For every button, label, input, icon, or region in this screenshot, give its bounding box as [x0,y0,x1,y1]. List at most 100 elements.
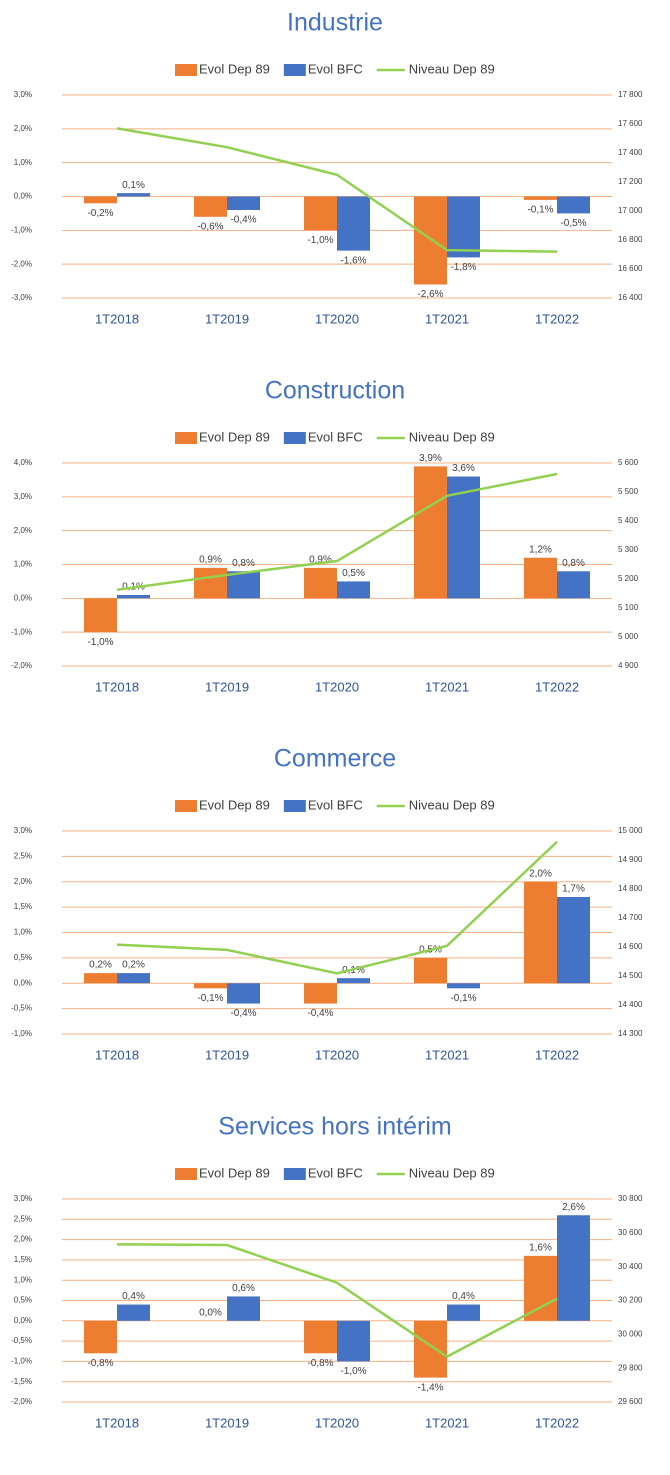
legend-label: Evol Dep 89 [199,797,270,812]
data-label: -0,4% [230,215,256,226]
bar [304,196,337,231]
x-tick-label: 1T2022 [535,311,579,326]
y2-tick-label: 30 800 [618,1194,643,1203]
y-tick-label: 2,5% [14,1214,32,1223]
data-label: 3,6% [452,463,475,474]
bar [447,983,480,989]
data-label: 0,8% [232,558,255,569]
bar [524,881,557,984]
bar [194,196,227,217]
line-series [116,1243,558,1359]
data-label: -1,0% [307,235,333,246]
y-tick-label: 0,0% [14,192,32,201]
chart-title: Services hors intérim [218,1113,451,1141]
bar [557,571,590,599]
data-label: 0,8% [562,558,585,569]
y-tick-label: 0,5% [14,953,32,962]
data-label: -0,1% [450,993,476,1004]
bar [337,196,370,251]
data-label: 0,2% [89,960,112,971]
x-tick-label: 1T2018 [95,1415,139,1430]
x-tick-label: 1T2019 [205,311,249,326]
y2-tick-label: 16 600 [618,264,643,273]
y2-tick-label: 16 400 [618,293,643,302]
y-tick-label: -2,0% [11,259,32,268]
data-label: -0,2% [87,208,113,219]
data-label: -1,6% [340,255,366,266]
data-label: -2,6% [417,289,443,300]
y-tick-label: 1,0% [14,1275,32,1284]
y-tick-label: -1,5% [11,1377,32,1386]
y2-tick-label: 4 900 [618,661,639,670]
bar [304,1320,337,1354]
legend-swatch [175,64,197,76]
y2-tick-label: 5 100 [618,603,639,612]
legend-label: Niveau Dep 89 [409,797,495,812]
y-tick-label: -2,0% [11,661,32,670]
bar [524,557,557,599]
y2-tick-label: 5 000 [618,632,639,641]
y2-tick-label: 17 800 [618,90,643,99]
y-tick-label: 2,0% [14,124,32,133]
data-label: -0,5% [560,218,586,229]
bar [337,581,370,599]
chart-title: Commerce [274,745,396,773]
y-tick-label: 1,0% [14,158,32,167]
bar [337,978,370,984]
y-tick-label: -3,0% [11,293,32,302]
y-tick-label: -2,0% [11,1397,32,1406]
y-tick-label: 0,0% [14,1316,32,1325]
legend-swatch [175,432,197,444]
x-tick-label: 1T2021 [425,679,469,694]
legend-label: Niveau Dep 89 [409,429,495,444]
x-tick-label: 1T2018 [95,679,139,694]
y2-tick-label: 17 000 [618,206,643,215]
data-label: -0,1% [197,993,223,1004]
bar [304,983,337,1004]
x-tick-label: 1T2022 [535,1415,579,1430]
data-label: 0,1% [122,180,145,191]
data-label: -0,1% [527,205,553,216]
bar [524,196,557,200]
y-tick-label: 3,0% [14,90,32,99]
bar [557,896,590,984]
legend-swatch [175,1168,197,1180]
bar [414,466,447,599]
x-tick-label: 1T2022 [535,1047,579,1062]
y-tick-label: -0,5% [11,1004,32,1013]
x-tick-label: 1T2022 [535,679,579,694]
line-series [116,472,558,591]
bar [84,598,117,633]
data-label: 1,6% [529,1242,552,1253]
y2-tick-label: 30 000 [618,1329,643,1338]
legend-swatch [283,1168,306,1180]
y2-tick-label: 29 600 [618,1397,643,1406]
x-tick-label: 1T2019 [205,679,249,694]
y-tick-label: -0,5% [11,1336,32,1345]
legend-label: Niveau Dep 89 [409,1165,495,1180]
y2-tick-label: 5 600 [618,458,639,467]
data-label: 0,4% [122,1291,145,1302]
legend-label: Evol Dep 89 [199,61,270,76]
bar [414,957,447,984]
data-label: 1,7% [562,884,585,895]
legend-label: Evol BFC [308,1165,363,1180]
bar [447,196,480,258]
y-tick-label: 4,0% [14,458,32,467]
bar [84,1320,117,1354]
data-label: 0,4% [452,1291,475,1302]
y2-tick-label: 16 800 [618,235,643,244]
y2-tick-label: 30 400 [618,1262,643,1271]
bar [227,571,260,599]
y-tick-label: 0,5% [14,1296,32,1305]
legend-label: Evol Dep 89 [199,429,270,444]
bar [337,1320,370,1362]
legend-swatch [175,800,197,812]
y2-tick-label: 14 600 [618,942,643,951]
data-label: 0,6% [232,1283,255,1294]
y-tick-label: -1,0% [11,1357,32,1366]
bar [84,973,117,984]
y-tick-label: 0,0% [14,593,32,602]
data-label: 0,5% [342,568,365,579]
